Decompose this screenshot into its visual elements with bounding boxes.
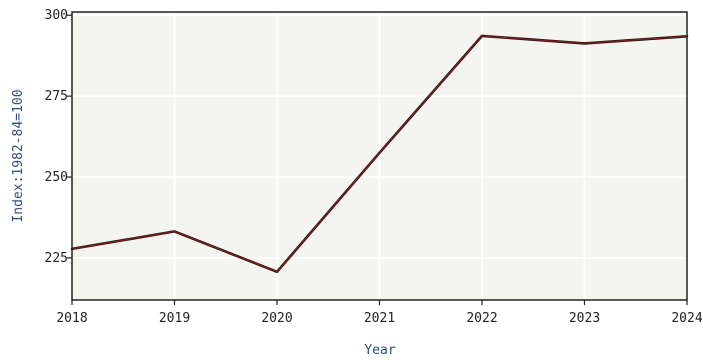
x-tick-label: 2019 — [159, 311, 190, 326]
axis-ticks: 2018 2019 2020 2021 2022 2023 2024 225 250 275 300 — [45, 8, 703, 326]
x-axis-title: Year — [364, 343, 395, 358]
x-tick-label: 2018 — [56, 311, 87, 326]
series-layer — [70, 34, 689, 274]
y-tick-label: 275 — [45, 89, 68, 104]
y-axis-title: Index:1982-84=100 — [11, 89, 26, 222]
y-tick-label: 225 — [45, 251, 68, 266]
x-tick-label: 2020 — [261, 311, 292, 326]
x-tick-label: 2021 — [364, 311, 395, 326]
x-tick-label: 2022 — [466, 311, 497, 326]
y-tick-label: 300 — [45, 8, 68, 23]
x-tick-label: 2024 — [671, 311, 702, 326]
y-tick-label: 250 — [45, 170, 68, 185]
grid-lines — [72, 12, 687, 300]
x-tick-label: 2023 — [569, 311, 600, 326]
series-line — [71, 35, 688, 273]
